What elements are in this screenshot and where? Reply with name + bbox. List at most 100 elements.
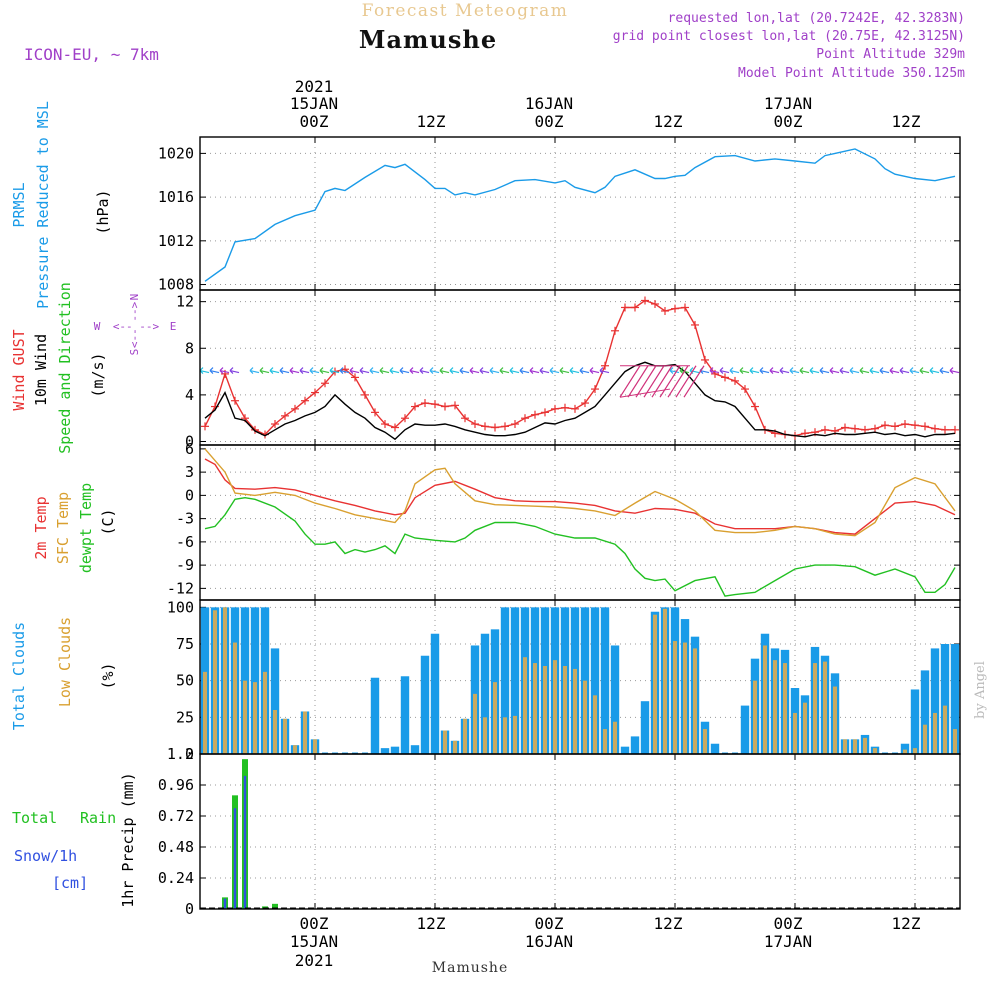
total-cloud-bar — [930, 648, 940, 754]
wind-barb-shaft — [469, 369, 480, 374]
wind-barb-head — [459, 367, 464, 375]
total-cloud-bar — [710, 743, 720, 754]
rain-label: Rain — [80, 809, 116, 827]
wind-barb — [839, 367, 850, 375]
wind-barb — [789, 367, 800, 375]
wind-barb-shaft — [599, 369, 610, 374]
top-year-label: 2021 — [295, 77, 334, 96]
wind-barb — [489, 367, 500, 375]
low-cloud-bar — [663, 608, 667, 754]
wind-barb-head — [869, 367, 874, 375]
wind-barb — [569, 367, 580, 375]
snow-bar — [243, 775, 247, 909]
low-cloud-bar — [273, 710, 277, 754]
wind-barb-shaft — [889, 369, 900, 374]
top-tick-label-1: 00Z — [300, 112, 329, 131]
clouds-unit: (%) — [99, 662, 117, 689]
wind-barb-shaft — [869, 369, 880, 374]
wind-barb — [429, 367, 440, 375]
gust-marker — [851, 424, 859, 433]
total-cloud-bar — [900, 743, 910, 754]
wind-barb — [319, 367, 330, 375]
gust-marker — [601, 361, 609, 370]
y-tick-label: 25 — [176, 708, 194, 726]
low-cloud-bar — [593, 695, 597, 754]
wind-barb — [329, 367, 340, 375]
gust-marker — [551, 404, 559, 413]
total-cloud-bar — [430, 633, 440, 754]
wind-barb — [519, 367, 530, 375]
total-cloud-bar — [240, 607, 250, 754]
gust-marker — [731, 376, 739, 385]
wind-barb — [269, 367, 280, 375]
wind-barb-head — [779, 367, 784, 375]
low-cloud-bar — [203, 671, 207, 754]
total-label: Total — [12, 809, 57, 827]
wind-barb-head — [719, 367, 724, 375]
y-tick-label: 8 — [185, 339, 194, 357]
gust-marker — [821, 425, 829, 434]
low-cloud-bar — [523, 657, 527, 754]
low-cloud-bar — [553, 660, 557, 754]
model-altitude: Model Point Altitude 350.125m — [738, 66, 965, 81]
low-cloud-bar — [833, 686, 837, 754]
wind-barb-shaft — [859, 369, 870, 374]
gust-marker — [931, 424, 939, 433]
wind-barb-shaft — [249, 369, 260, 374]
wind-barb — [729, 367, 740, 375]
hatch-line — [667, 365, 689, 398]
pressure-unit: (hPa) — [94, 189, 112, 234]
wind-barb-shaft — [559, 369, 570, 374]
wind-barb — [829, 367, 840, 375]
gust-marker — [441, 402, 449, 411]
gust-marker — [861, 425, 869, 434]
wind-barb-head — [599, 367, 604, 375]
wind-barb — [259, 367, 270, 375]
temp-2m-label: 2m Temp — [32, 496, 50, 559]
low-cloud-bar — [283, 718, 287, 754]
wind-barb — [759, 367, 770, 375]
wind-barb-head — [339, 367, 344, 375]
wind-barb-shaft — [319, 369, 330, 374]
wind-barb — [419, 367, 430, 375]
compass-rose: N S W E <-- --> <-- --> — [94, 294, 177, 356]
gust-marker — [671, 304, 679, 313]
wind-barb-shaft — [669, 369, 680, 374]
gust-marker — [521, 414, 529, 423]
wind-barb-head — [299, 367, 304, 375]
total-cloud-bar — [370, 677, 380, 754]
wind-barb-shaft — [419, 369, 430, 374]
total-cloud-bar — [640, 701, 650, 754]
wind-barb-head — [549, 367, 554, 375]
low-cloud-bar — [463, 718, 467, 754]
hatch-line — [619, 365, 641, 398]
wind-barb-shaft — [919, 369, 930, 374]
total-cloud-bar — [940, 644, 950, 754]
wind-barb-shaft — [379, 369, 390, 374]
gust-marker — [421, 399, 429, 408]
wind-barb-head — [359, 367, 364, 375]
gust-marker — [481, 422, 489, 431]
wind-barb-head — [479, 367, 484, 375]
wind-barb — [209, 367, 220, 375]
pressure-label-msl: Pressure Reduced to MSL — [34, 101, 52, 309]
low-cloud-bar — [913, 748, 917, 754]
wind-barb — [739, 367, 750, 375]
wind-barb-shaft — [499, 369, 510, 374]
wind-barb-shaft — [789, 369, 800, 374]
wind-barb-head — [439, 367, 444, 375]
wind-barb — [479, 367, 490, 375]
total-cloud-bar — [270, 648, 280, 754]
wind-barb-head — [929, 367, 934, 375]
wind-barb-shaft — [279, 369, 290, 374]
wind-barb — [389, 367, 400, 375]
compass-arrows-vertical: <-- --> — [128, 301, 141, 348]
temp-sfc-label: SFC Temp — [54, 492, 72, 564]
low-cloud-bar — [873, 748, 877, 754]
total-cloud-bar — [590, 607, 600, 754]
series-line-prmsl — [204, 148, 956, 282]
wind-barb-head — [249, 367, 254, 375]
wind-barb-head — [419, 367, 424, 375]
total-cloud-bar — [250, 607, 260, 754]
snow-bar — [223, 898, 227, 909]
